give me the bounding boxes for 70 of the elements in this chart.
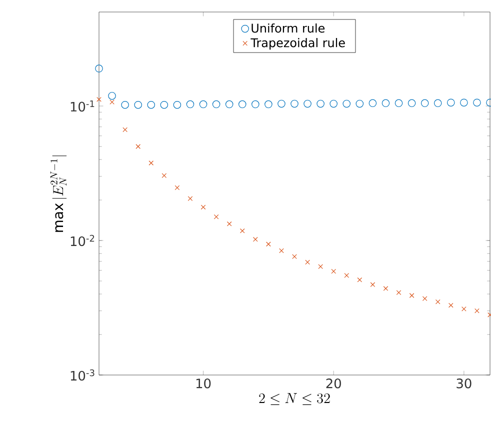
y-tick-label: 10$^{-2}$ — [70, 234, 94, 246]
point — [394, 99, 403, 108]
point — [409, 293, 414, 298]
point — [122, 127, 128, 132]
point — [96, 96, 102, 102]
point — [174, 185, 180, 190]
legend-label: Uniform rule — [252, 23, 325, 33]
point — [278, 100, 286, 108]
point — [447, 98, 455, 106]
point — [186, 100, 194, 108]
point — [342, 100, 351, 108]
x-tick-label: 30 — [456, 378, 472, 388]
point — [110, 100, 114, 104]
y-axis-title: $\max|E_N^{2N-1}|$ — [50, 156, 67, 232]
point — [212, 100, 220, 108]
point — [316, 100, 324, 108]
point — [188, 196, 193, 201]
point — [108, 92, 116, 100]
point — [356, 100, 364, 108]
point — [225, 100, 234, 108]
x-tick-label: 10 — [196, 378, 211, 388]
point — [160, 100, 168, 109]
point — [264, 100, 272, 108]
legend-label: Trapezoidal rule — [250, 38, 345, 50]
point — [383, 286, 388, 291]
point — [238, 100, 246, 108]
point — [305, 260, 310, 265]
point — [252, 100, 260, 108]
point — [422, 296, 428, 301]
point — [460, 98, 468, 106]
point — [474, 308, 480, 314]
x-tick-label: 20 — [326, 378, 341, 388]
point — [226, 221, 232, 226]
point — [266, 242, 271, 247]
point — [331, 268, 336, 274]
point — [396, 290, 402, 295]
point — [240, 228, 245, 234]
point — [214, 214, 219, 220]
x-axis-title: $2 \le N \le 32$ — [259, 393, 330, 405]
point — [121, 100, 129, 109]
point — [200, 204, 206, 210]
point — [252, 236, 258, 242]
point — [370, 282, 376, 288]
point — [292, 254, 297, 259]
point — [134, 100, 142, 109]
point — [199, 100, 208, 108]
point — [408, 99, 416, 108]
point — [344, 273, 350, 278]
point — [473, 98, 481, 106]
point — [147, 100, 156, 109]
point — [420, 99, 429, 108]
point — [368, 99, 377, 108]
point — [162, 173, 167, 178]
point — [95, 64, 103, 72]
point — [136, 144, 141, 149]
point — [279, 248, 284, 254]
y-tick-label: 10$^{-1}$ — [70, 100, 94, 112]
point — [318, 264, 323, 269]
point — [382, 99, 390, 108]
point — [330, 100, 338, 108]
point — [148, 160, 154, 166]
point — [173, 100, 182, 109]
point — [435, 299, 440, 304]
y-tick-label: 10$^{-3}$ — [70, 369, 94, 381]
point — [462, 306, 466, 312]
point — [448, 302, 454, 308]
point — [290, 100, 298, 108]
point — [304, 100, 312, 108]
point — [434, 99, 442, 108]
point — [357, 277, 362, 282]
